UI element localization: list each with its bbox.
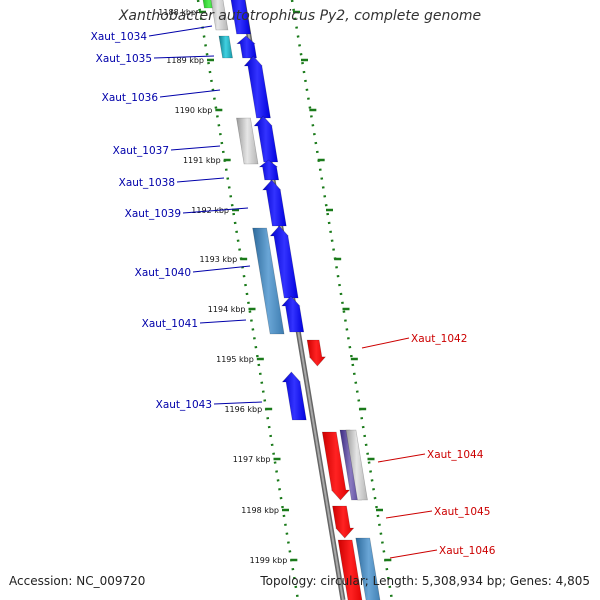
gene-label-left: Xaut_1043 bbox=[156, 399, 212, 411]
gene-feature-blue bbox=[243, 55, 271, 119]
gene-feature-blue bbox=[253, 115, 279, 163]
gene-feature-red bbox=[337, 539, 363, 600]
gene-label-left: Xaut_1035 bbox=[96, 53, 152, 65]
tick-label: 1190 kbp bbox=[175, 106, 213, 115]
gene-label-layer: Xaut_1034 Xaut_1035 Xaut_1036 Xaut_1037 Xaut… bbox=[91, 31, 496, 557]
tick-label: 1191 kbp bbox=[183, 156, 221, 165]
leader-line-left bbox=[159, 89, 221, 98]
tick-label: 1194 kbp bbox=[208, 305, 246, 314]
leader-line-left bbox=[199, 319, 247, 324]
accession-text: Accession: NC_009720 bbox=[9, 574, 146, 588]
tick-label: 1196 kbp bbox=[224, 405, 262, 414]
leader-line-left bbox=[213, 401, 263, 405]
tick-label: 1195 kbp bbox=[216, 355, 254, 364]
tick-label: 1188 kbp bbox=[158, 8, 196, 17]
genome-stats-text: Topology: circular; Length: 5,308,934 bp… bbox=[260, 574, 590, 588]
gene-label-left: Xaut_1034 bbox=[91, 31, 148, 43]
gene-feature-steel bbox=[355, 537, 381, 600]
tick-label: 1198 kbp bbox=[241, 506, 279, 515]
gene-label-left: Xaut_1038 bbox=[119, 177, 175, 189]
gene-label-left: Xaut_1037 bbox=[113, 145, 169, 157]
leader-lines bbox=[148, 25, 438, 559]
gene-layer bbox=[202, 0, 381, 600]
tick-label: 1199 kbp bbox=[250, 556, 288, 565]
gene-feature-blue bbox=[236, 35, 257, 59]
gene-feature-red bbox=[321, 431, 351, 501]
gene-label-left: Xaut_1039 bbox=[125, 208, 181, 220]
gene-label-right: Xaut_1045 bbox=[434, 506, 490, 518]
gene-feature-gray bbox=[210, 0, 229, 31]
gene-label-left: Xaut_1041 bbox=[142, 318, 198, 330]
gene-label-right: Xaut_1042 bbox=[411, 333, 467, 345]
gene-label-left: Xaut_1040 bbox=[135, 267, 191, 279]
leader-line-right bbox=[377, 453, 426, 463]
leader-line-left bbox=[176, 177, 225, 183]
tick-label: 1193 kbp bbox=[199, 255, 237, 264]
leader-line-right bbox=[385, 510, 433, 519]
gene-feature-blue bbox=[230, 0, 251, 35]
gene-label-right: Xaut_1044 bbox=[427, 449, 484, 461]
gene-feature-blue bbox=[262, 179, 287, 227]
leader-line-left bbox=[148, 25, 213, 37]
leader-line-left bbox=[182, 207, 249, 214]
gene-feature-blue bbox=[281, 295, 305, 333]
gene-label-right: Xaut_1046 bbox=[439, 545, 496, 557]
leader-line-right bbox=[389, 549, 438, 559]
page-title: Xanthobacter autotrophicus Py2, complete… bbox=[118, 8, 482, 24]
tick-label: 1189 kbp bbox=[166, 56, 204, 65]
gene-feature-cyan bbox=[218, 35, 233, 59]
leader-line-right bbox=[361, 337, 410, 349]
tick-label: 1197 kbp bbox=[233, 455, 271, 464]
leader-line-left bbox=[153, 55, 215, 59]
gene-feature-gray bbox=[236, 117, 259, 165]
leader-line-left bbox=[192, 265, 251, 273]
gene-feature-red bbox=[332, 505, 355, 539]
gene-feature-steel bbox=[252, 227, 285, 335]
leader-line-left bbox=[170, 145, 221, 151]
gene-feature-gray bbox=[345, 429, 368, 501]
gene-feature-red bbox=[306, 339, 327, 367]
gene-feature-blue bbox=[258, 159, 280, 181]
gene-feature-blue bbox=[281, 371, 307, 421]
gene-label-left: Xaut_1036 bbox=[102, 92, 159, 104]
